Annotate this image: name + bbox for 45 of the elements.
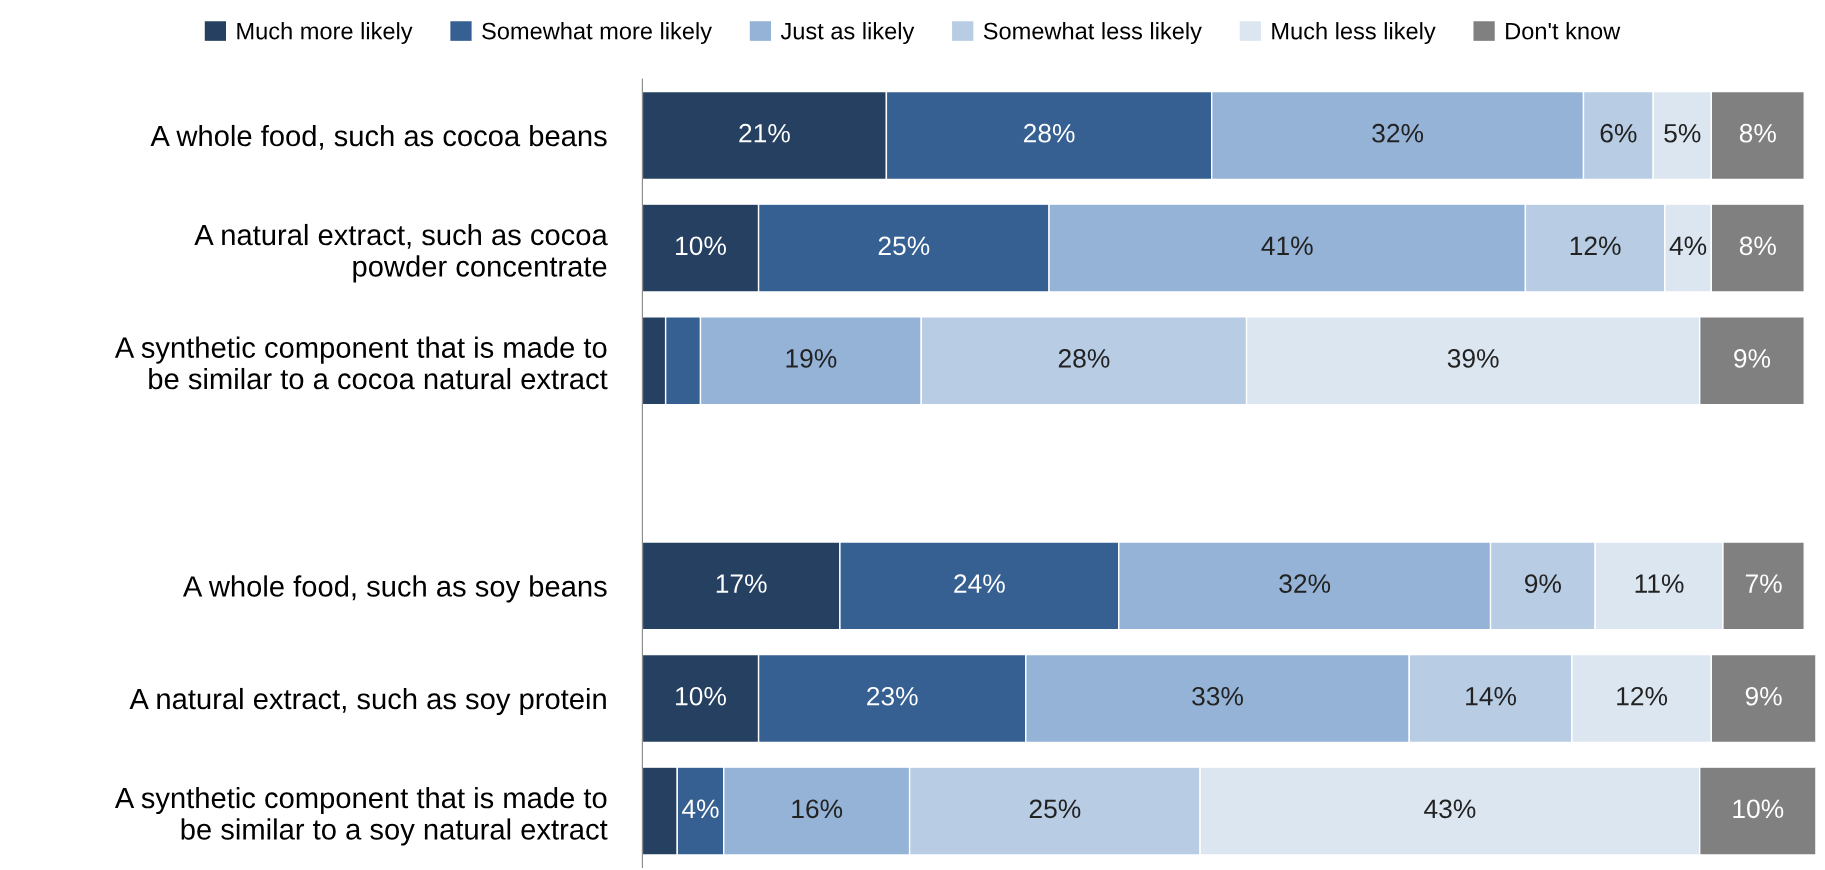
data-label: 5% xyxy=(1664,123,1701,143)
data-label: 32% xyxy=(1372,123,1424,143)
data-label: 10% xyxy=(676,686,726,706)
legend-label: Don't know xyxy=(1506,22,1621,40)
data-label: 7% xyxy=(1745,574,1782,593)
data-label: 8% xyxy=(1739,236,1776,256)
data-label: 10% xyxy=(676,236,726,256)
data-label: 6% xyxy=(1600,123,1637,143)
legend-label: Much less likely xyxy=(1272,22,1436,45)
data-label: 9% xyxy=(1525,574,1561,593)
data-label: 25% xyxy=(1029,799,1081,819)
data-label: 10% xyxy=(1733,799,1784,819)
data-label: 11% xyxy=(1635,574,1684,593)
data-label: 19% xyxy=(786,349,837,368)
y-tick-label: A synthetic component that is made to be similar to a cocoa natural extract xyxy=(114,336,608,390)
data-label: 28% xyxy=(1023,123,1075,143)
data-label: 23% xyxy=(867,686,918,706)
legend-label: Just as likely xyxy=(780,22,915,45)
y-tick-label: A natural extract, such as soy protein xyxy=(129,687,606,716)
y-tick-label: A whole food, such as soy beans xyxy=(182,575,607,603)
data-label: 41% xyxy=(1261,236,1313,256)
data-label: 21% xyxy=(739,123,790,143)
data-label: 24% xyxy=(954,574,1005,593)
data-label: 25% xyxy=(878,236,930,256)
data-label: 4% xyxy=(1669,236,1707,256)
data-label: 39% xyxy=(1447,349,1499,368)
data-label: 9% xyxy=(1734,349,1771,368)
data-label: 12% xyxy=(1570,236,1621,256)
data-label: 33% xyxy=(1192,686,1243,706)
data-label: 9% xyxy=(1745,686,1782,706)
data-label: 8% xyxy=(1739,123,1776,143)
legend-label: Somewhat less likely xyxy=(983,22,1202,45)
legend-label: Somewhat more likely xyxy=(482,22,712,45)
y-tick-label: A natural extract, such as cocoa powder concentrate xyxy=(194,223,608,283)
y-tick-label: A synthetic component that is made to be similar to a soy natural extract xyxy=(114,786,608,846)
legend-label: Much more likely xyxy=(237,22,413,45)
data-label: 17% xyxy=(716,574,767,593)
data-label: 14% xyxy=(1466,687,1517,706)
data-label: 16% xyxy=(792,799,843,819)
data-label: 32% xyxy=(1279,574,1331,593)
data-label: 12% xyxy=(1617,686,1668,706)
data-label: 4% xyxy=(682,799,719,819)
data-label: 43% xyxy=(1424,799,1476,819)
data-label: 28% xyxy=(1058,349,1110,368)
y-tick-label: A whole food, such as cocoa beans xyxy=(150,124,607,150)
